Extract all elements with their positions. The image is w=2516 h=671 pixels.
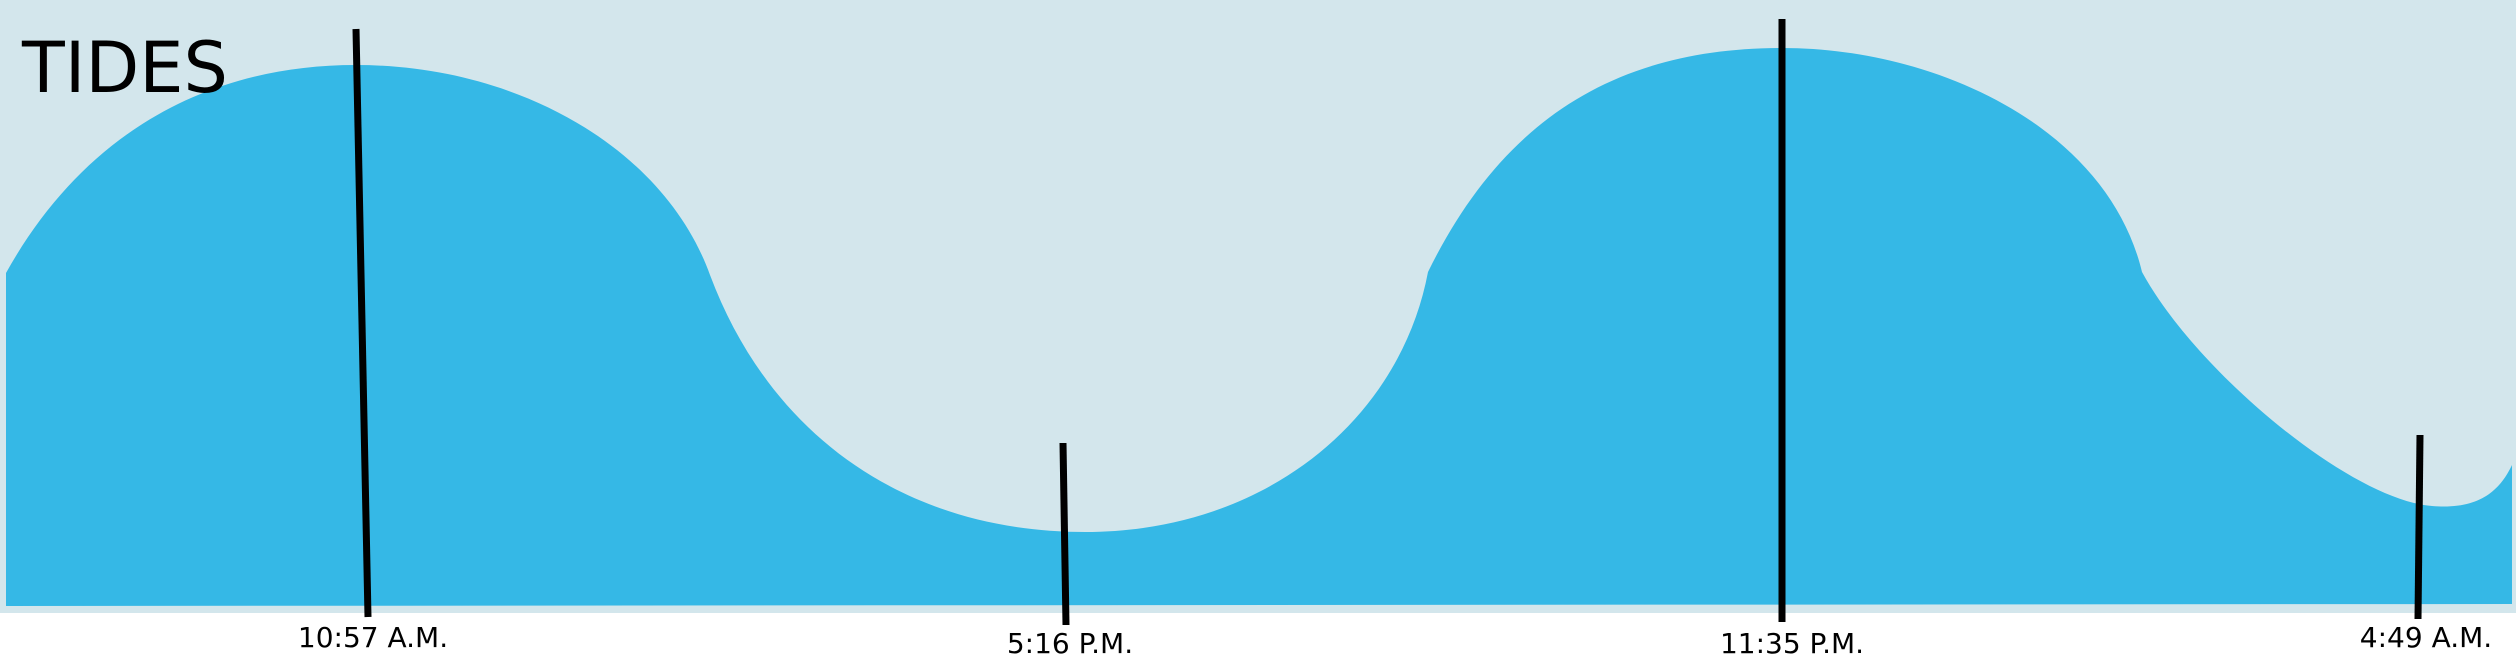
high-tide-marker-1	[352, 28, 372, 618]
chart-title: TIDES	[21, 27, 228, 109]
tide-time-label-3: 11:35 P.M.	[1720, 627, 1864, 660]
tide-water-area	[6, 48, 2512, 606]
low-tide-marker-2	[2414, 434, 2424, 620]
low-tide-marker-1	[1059, 442, 1070, 626]
tide-time-label-2: 5:16 P.M.	[1007, 627, 1133, 660]
tide-time-label-1: 10:57 A.M.	[298, 621, 448, 654]
tide-time-label-4: 4:49 A.M.	[2360, 621, 2492, 654]
